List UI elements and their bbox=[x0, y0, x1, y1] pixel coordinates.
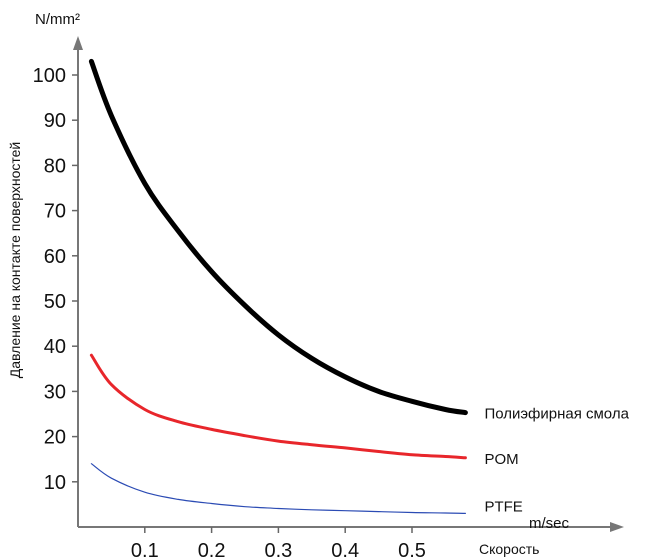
series-line-3 bbox=[90, 463, 466, 514]
y-tick-label: 30 bbox=[44, 381, 66, 403]
x-ticks: 0.1 0.2 0.3 0.4 0.5 bbox=[131, 527, 426, 559]
y-ticks: 10 20 30 40 50 60 70 80 90 100 bbox=[33, 65, 78, 494]
y-axis-title: Давление на контакте поверхностей bbox=[7, 142, 23, 378]
x-tick-label: 0.1 bbox=[131, 540, 159, 559]
y-tick-label: 10 bbox=[44, 472, 66, 494]
series-line-2 bbox=[89, 353, 467, 460]
series-label-2: POM bbox=[484, 451, 518, 468]
x-tick-label: 0.3 bbox=[264, 540, 292, 559]
x-axis-title: Скорость bbox=[479, 541, 539, 557]
y-tick-label: 50 bbox=[44, 291, 66, 313]
y-tick-label: 70 bbox=[44, 201, 66, 223]
series-label-3: PTFE bbox=[484, 498, 522, 515]
series-line-1 bbox=[88, 58, 468, 416]
y-unit-label: N/mm² bbox=[35, 11, 80, 28]
series-group: Полиэфирная смола POM PTFE bbox=[88, 58, 630, 515]
x-tick-label: 0.5 bbox=[398, 540, 426, 559]
x-axis-arrow bbox=[610, 522, 624, 532]
y-tick-label: 20 bbox=[44, 427, 66, 449]
x-unit-label: m/sec bbox=[529, 515, 570, 532]
x-tick-label: 0.4 bbox=[331, 540, 359, 559]
y-tick-label: 80 bbox=[44, 155, 66, 177]
y-tick-label: 60 bbox=[44, 246, 66, 268]
y-tick-label: 90 bbox=[44, 110, 66, 132]
y-axis-arrow bbox=[73, 36, 83, 50]
y-tick-label: 40 bbox=[44, 336, 66, 358]
x-tick-label: 0.2 bbox=[198, 540, 226, 559]
y-tick-label: 100 bbox=[33, 65, 66, 87]
series-label-1: Полиэфирная смола bbox=[484, 406, 629, 423]
